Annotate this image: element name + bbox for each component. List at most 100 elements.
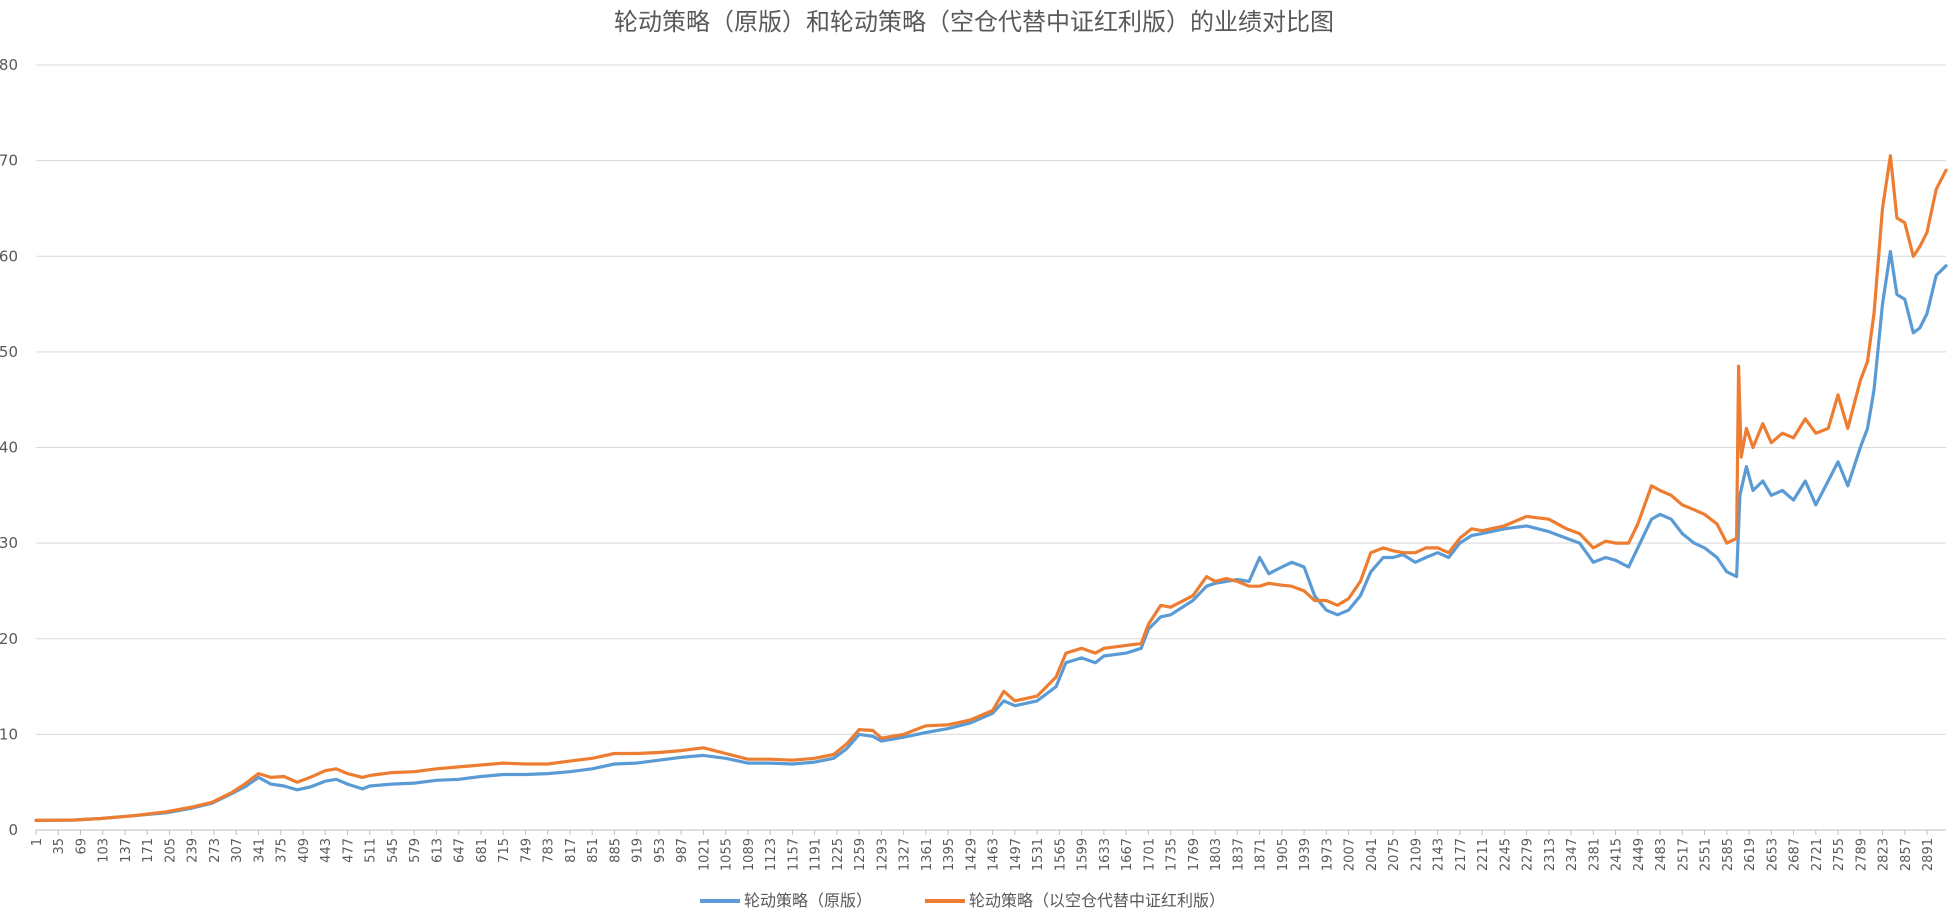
x-tick-label: 69	[74, 838, 89, 855]
y-axis-tick-labels: 0 10 20 30 40 50 60 70 80	[0, 56, 18, 839]
x-tick-label: 2891	[1921, 838, 1936, 871]
x-tick-label: 1565	[1053, 838, 1068, 871]
x-tick-label: 2823	[1877, 838, 1892, 871]
x-tick-label: 613	[430, 838, 445, 863]
y-tick-label: 10	[0, 725, 18, 743]
x-tick-label: 1973	[1320, 838, 1335, 871]
x-tick-label: 2619	[1743, 838, 1758, 871]
x-tick-label: 171	[141, 838, 156, 863]
x-tick-label: 1599	[1076, 838, 1091, 871]
x-tick-label: 2721	[1810, 838, 1825, 871]
x-tick-label: 2755	[1832, 838, 1847, 871]
x-axis-tick-labels: 1 35 69 103 137 171 205 239 273 307 341 375 409 443 47…	[30, 830, 1936, 871]
x-tick-label: 2313	[1543, 838, 1558, 871]
x-tick-label: 2211	[1476, 838, 1491, 871]
x-tick-label: 1905	[1276, 838, 1291, 871]
x-tick-label: 2653	[1765, 838, 1780, 871]
series-line-1	[34, 249, 1948, 822]
x-tick-label: 2347	[1565, 838, 1580, 871]
x-tick-label: 1259	[853, 838, 868, 871]
y-tick-label: 0	[8, 821, 18, 839]
x-tick-label: 1055	[720, 838, 735, 871]
x-tick-label: 2789	[1854, 838, 1869, 871]
x-tick-label: 409	[297, 838, 312, 863]
x-tick-label: 137	[119, 838, 134, 863]
x-tick-label: 375	[275, 838, 290, 863]
x-tick-label: 2483	[1654, 838, 1669, 871]
x-tick-label: 2143	[1432, 838, 1447, 871]
x-tick-label: 749	[519, 838, 534, 863]
x-tick-label: 953	[653, 838, 668, 863]
y-tick-label: 80	[0, 56, 18, 74]
x-tick-label: 1633	[1098, 838, 1113, 871]
x-tick-label: 1327	[898, 838, 913, 871]
x-tick-label: 511	[364, 838, 379, 863]
x-tick-label: 35	[52, 838, 67, 855]
legend: 轮动策略（原版） 轮动策略（以空仓代替中证红利版）	[700, 891, 1225, 910]
x-tick-label: 2449	[1632, 838, 1647, 871]
x-tick-label: 239	[186, 838, 201, 863]
x-tick-label: 2381	[1587, 838, 1602, 871]
x-tick-label: 2585	[1721, 838, 1736, 871]
x-tick-label: 443	[319, 838, 334, 863]
x-tick-label: 1429	[964, 838, 979, 871]
series-lines	[34, 154, 1948, 822]
x-tick-label: 1191	[809, 838, 824, 871]
x-tick-label: 2041	[1365, 838, 1380, 871]
x-tick-label: 1939	[1298, 838, 1313, 871]
x-tick-label: 2075	[1387, 838, 1402, 871]
x-tick-label: 715	[497, 838, 512, 863]
series-line-2	[34, 154, 1948, 822]
x-tick-label: 647	[453, 838, 468, 863]
x-tick-label: 1735	[1165, 838, 1180, 871]
x-tick-label: 2857	[1899, 838, 1914, 871]
x-tick-label: 2551	[1699, 838, 1714, 871]
y-tick-label: 50	[0, 343, 18, 361]
x-tick-label: 1123	[764, 838, 779, 871]
x-tick-label: 1463	[987, 838, 1002, 871]
x-tick-label: 545	[386, 838, 401, 863]
x-tick-label: 1	[30, 838, 45, 846]
x-tick-label: 1225	[831, 838, 846, 871]
x-tick-label: 1871	[1254, 838, 1269, 871]
x-tick-label: 579	[408, 838, 423, 863]
x-tick-label: 1769	[1187, 838, 1202, 871]
x-tick-label: 987	[675, 838, 690, 863]
x-tick-label: 2177	[1454, 838, 1469, 871]
x-tick-label: 2279	[1521, 838, 1536, 871]
x-tick-label: 2687	[1788, 838, 1803, 871]
x-tick-label: 1089	[742, 838, 757, 871]
legend-label-2: 轮动策略（以空仓代替中证红利版）	[969, 891, 1225, 910]
gridlines	[36, 64, 1946, 831]
x-tick-label: 2245	[1498, 838, 1513, 871]
y-tick-label: 30	[0, 534, 18, 552]
x-tick-label: 1157	[786, 838, 801, 871]
x-tick-label: 1361	[920, 838, 935, 871]
y-tick-label: 20	[0, 630, 18, 648]
x-tick-label: 851	[586, 838, 601, 863]
x-tick-label: 103	[97, 838, 112, 863]
x-tick-label: 817	[564, 838, 579, 863]
x-tick-label: 919	[631, 838, 646, 863]
x-tick-label: 341	[252, 838, 267, 863]
chart-title: 轮动策略（原版）和轮动策略（空仓代替中证红利版）的业绩对比图	[614, 8, 1334, 36]
x-tick-label: 1293	[875, 838, 890, 871]
x-tick-label: 1701	[1142, 838, 1157, 871]
x-tick-label: 1497	[1009, 838, 1024, 871]
legend-label-1: 轮动策略（原版）	[744, 891, 872, 910]
x-tick-label: 477	[341, 838, 356, 863]
x-tick-label: 2007	[1343, 838, 1358, 871]
x-tick-label: 681	[475, 838, 490, 863]
x-tick-label: 273	[208, 838, 223, 863]
x-tick-label: 1531	[1031, 838, 1046, 871]
x-tick-label: 1803	[1209, 838, 1224, 871]
x-tick-label: 885	[608, 838, 623, 863]
y-tick-label: 40	[0, 439, 18, 457]
y-tick-label: 60	[0, 247, 18, 265]
x-tick-label: 307	[230, 838, 245, 863]
x-tick-label: 1667	[1120, 838, 1135, 871]
x-tick-label: 2517	[1676, 838, 1691, 871]
x-tick-label: 2415	[1610, 838, 1625, 871]
x-tick-label: 2109	[1409, 838, 1424, 871]
